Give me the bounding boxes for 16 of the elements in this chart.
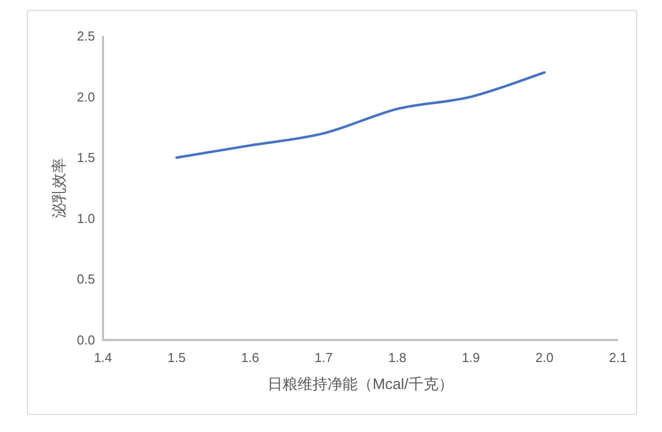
y-tick-label: 1.0	[76, 210, 95, 226]
x-tick-label: 1.6	[241, 350, 260, 365]
x-axis-title: 日粮维持净能（Mcal/千克）	[268, 376, 454, 393]
y-tick-label: 2.5	[76, 28, 95, 44]
x-tick-label: 2.0	[535, 350, 554, 365]
y-axis-title: 泌乳效率	[51, 158, 68, 218]
x-tick-label: 1.8	[388, 350, 406, 365]
y-tick-label: 0.5	[76, 272, 95, 287]
x-tick-label: 2.1	[608, 350, 628, 365]
x-tick-label: 1.9	[462, 350, 480, 365]
x-tick-label: 1.7	[314, 350, 333, 365]
y-tick-label: 0.0	[76, 332, 95, 348]
x-tick-label: 1.5	[168, 350, 186, 365]
y-tick-label: 1.5	[76, 150, 95, 166]
x-tick-label: 1.4	[94, 350, 112, 365]
y-tick-label: 2.0	[76, 89, 95, 104]
